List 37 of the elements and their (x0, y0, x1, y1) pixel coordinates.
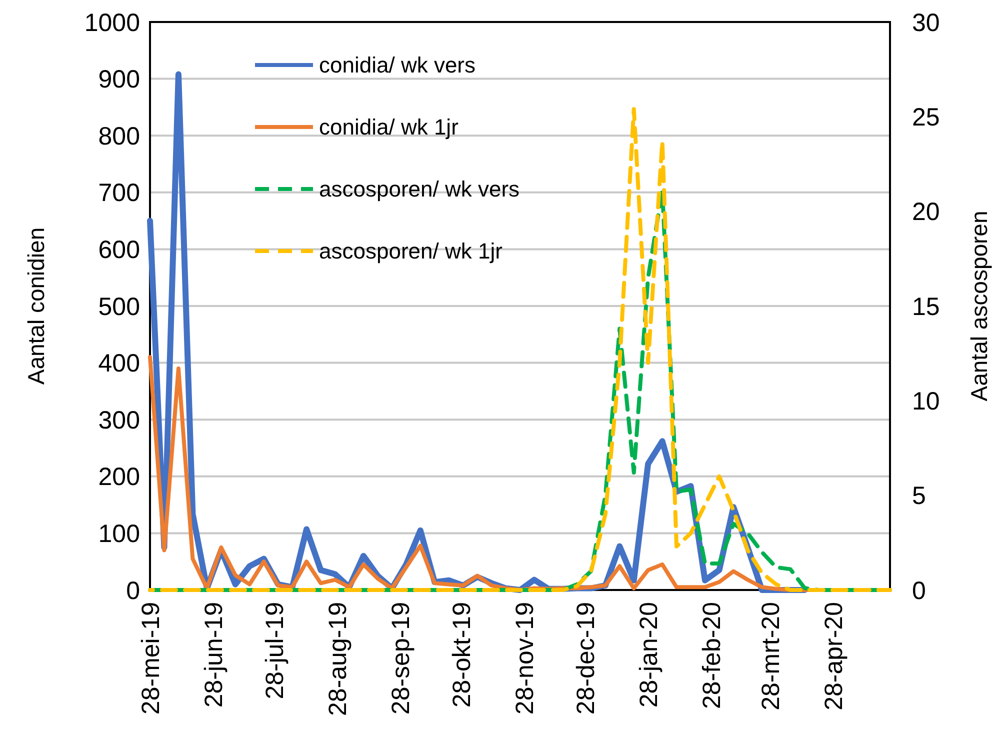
y-axis-title: Aantal conidien (23, 227, 49, 385)
y2-axis-title: Aantal ascosporen (966, 210, 992, 402)
y2-tick-label: 0 (912, 576, 926, 605)
y-tick-label: 200 (98, 463, 140, 492)
x-tick-label: 28-jan-20 (634, 602, 663, 708)
y-tick-label: 300 (98, 406, 140, 434)
y2-tick-label: 5 (912, 482, 926, 510)
x-tick-label: 28-aug-19 (324, 602, 352, 716)
y-tick-label: 1000 (84, 8, 140, 37)
x-tick-label: 28-okt-19 (448, 602, 476, 708)
y-tick-label: 500 (98, 292, 140, 321)
x-tick-label: 28-mei-19 (136, 602, 165, 715)
x-tick-label: 28-apr-20 (820, 602, 848, 710)
x-tick-label: 28-jun-19 (200, 602, 228, 708)
y2-tick-label: 20 (912, 198, 940, 226)
x-tick-label: 28-sep-19 (386, 602, 415, 715)
y-tick-label: 700 (98, 179, 140, 208)
legend-label: conidia/ wk 1jr (319, 114, 458, 140)
x-tick-label: 28-dec-19 (572, 602, 600, 715)
y-tick-label: 0 (126, 576, 140, 605)
legend-label: ascosporen/ wk vers (319, 176, 520, 202)
y2-tick-label: 30 (912, 8, 940, 37)
x-tick-label: 28-mrt-20 (756, 602, 785, 710)
x-tick-label: 28-jul-19 (260, 602, 289, 700)
y-tick-label: 400 (98, 350, 140, 378)
y-tick-label: 800 (98, 122, 140, 150)
y-tick-label: 100 (98, 520, 140, 548)
y2-tick-label: 10 (912, 387, 940, 416)
y-tick-label: 600 (98, 236, 140, 264)
line-series (148, 107, 892, 592)
y2-tick-label: 15 (912, 292, 940, 321)
legend-label: ascosporen/ wk 1jr (319, 238, 502, 264)
legend-label: conidia/ wk vers (319, 52, 476, 78)
x-tick-label: 28-nov-19 (510, 602, 539, 715)
y-tick-label: 900 (98, 66, 140, 94)
x-tick-label: 28-feb-20 (698, 602, 726, 710)
y2-tick-label: 25 (912, 103, 940, 132)
